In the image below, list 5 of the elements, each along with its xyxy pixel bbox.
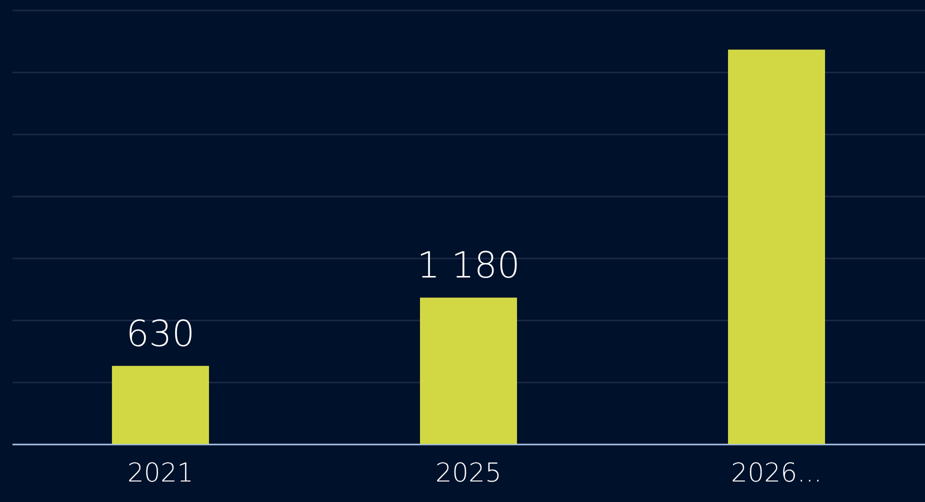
data-label: 1 180 [416, 246, 520, 287]
x-tick-label: 2021 [127, 458, 194, 488]
x-tick-label: 2025 [435, 458, 502, 488]
data-label: 630 [126, 314, 195, 355]
x-tick-label: 2026... [731, 458, 822, 488]
